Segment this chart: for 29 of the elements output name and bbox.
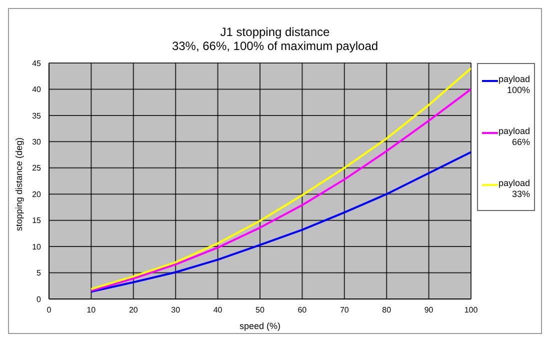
- y-tick-label: 15: [32, 216, 42, 226]
- y-tick-label: 40: [32, 85, 42, 94]
- chart-subtitle: 33%, 66%, 100% of maximum payload: [170, 39, 380, 53]
- x-tick-label: 10: [86, 306, 96, 315]
- x-tick-label: 20: [128, 306, 138, 315]
- legend-label: payload 66%: [498, 126, 530, 148]
- x-tick-label: 80: [382, 306, 392, 315]
- y-tick-label: 10: [32, 242, 42, 252]
- x-tick-label: 50: [256, 306, 265, 315]
- x-tick-label: 90: [424, 306, 434, 315]
- legend-label: payload 33%: [498, 178, 530, 200]
- x-tick-label: 0: [46, 306, 52, 315]
- y-tick-label: 30: [32, 138, 42, 147]
- y-tick-label: 25: [32, 164, 42, 173]
- x-tick-label: 60: [298, 306, 308, 315]
- y-tick-label: 45: [32, 58, 42, 68]
- x-tick-label: 40: [213, 306, 223, 315]
- chart-title: J1 stopping distance: [219, 25, 331, 39]
- x-tick-label: 70: [340, 306, 350, 315]
- y-tick-label: 35: [32, 111, 42, 120]
- x-tick-label: 100: [464, 306, 478, 315]
- y-axis-title: stopping distance (deg): [14, 137, 24, 231]
- x-tick-label: 30: [171, 306, 181, 315]
- y-tick-label: 5: [36, 268, 42, 278]
- legend-label: payload 100%: [498, 74, 530, 96]
- line-series: [90, 151, 471, 293]
- y-tick-label: 20: [32, 190, 42, 199]
- y-tick-label: 0: [36, 294, 42, 304]
- x-axis-title: speed (%): [239, 321, 281, 331]
